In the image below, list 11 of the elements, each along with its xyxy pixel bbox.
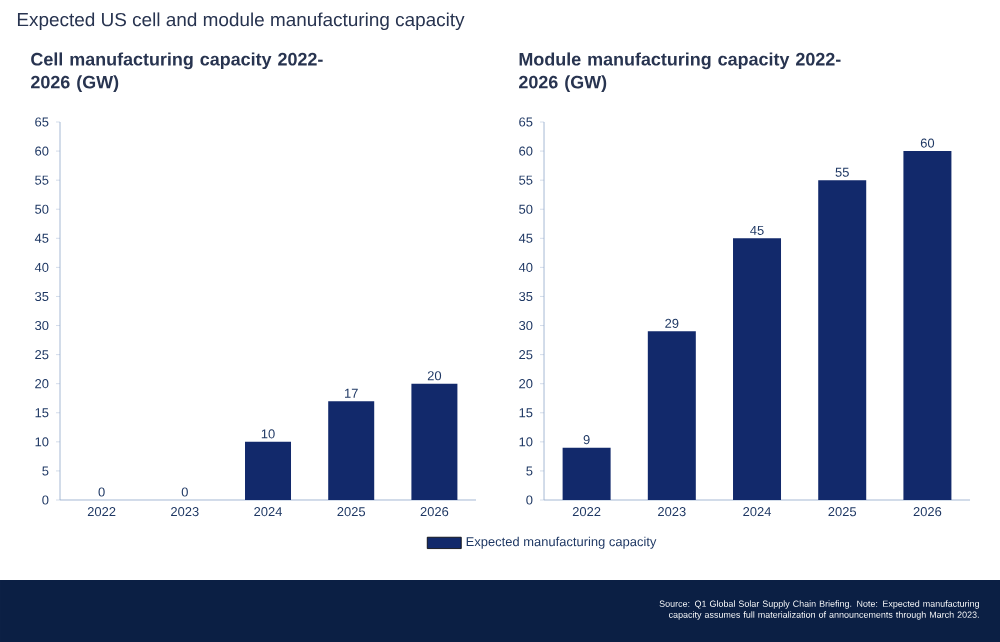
- bar: [562, 447, 611, 500]
- bar: [411, 383, 458, 500]
- bar: [245, 441, 292, 500]
- bar: [647, 331, 696, 500]
- chart-title: Expected US cell and module manufacturing capacity: [17, 12, 465, 31]
- bar: [903, 151, 952, 500]
- bar: [818, 180, 867, 500]
- bar: [733, 238, 782, 500]
- bar: [328, 401, 375, 500]
- chart-subtitle: Cell manufacturing capacity 2022-2026 (GW): [31, 52, 323, 93]
- chart-title: Module manufacturing capacity 2022-2026 (GW): [519, 52, 841, 93]
